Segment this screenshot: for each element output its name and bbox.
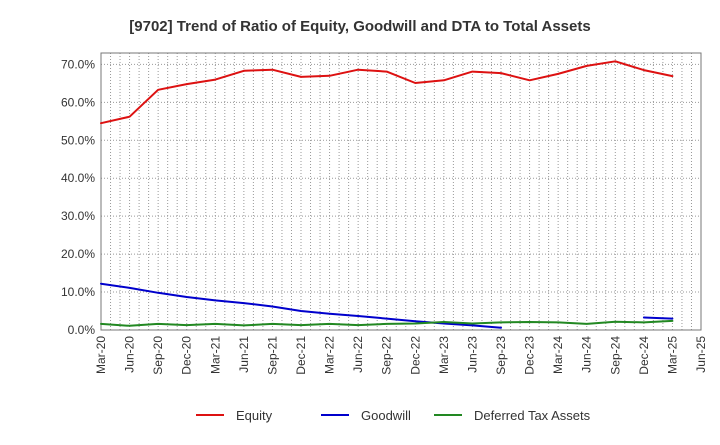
x-tick-label: Dec-22 [408, 336, 422, 375]
x-tick-label: Sep-21 [265, 336, 279, 375]
series-line-equity [100, 60, 674, 125]
x-tick-label: Dec-24 [637, 336, 651, 375]
x-tick-label: Mar-24 [551, 336, 565, 374]
y-tick-label: 70.0% [61, 57, 95, 71]
x-tick-label: Jun-23 [465, 336, 479, 373]
y-tick-label: 0.0% [68, 323, 96, 337]
x-tick-label: Mar-25 [665, 336, 679, 374]
grid-layer [101, 53, 701, 331]
legend-label: Equity [236, 408, 273, 423]
legend-item-deferred-tax-assets: Deferred Tax Assets [434, 408, 591, 423]
x-tick-label: Jun-21 [237, 336, 251, 373]
y-tick-label: 20.0% [61, 247, 95, 261]
legend-item-equity: Equity [196, 408, 273, 423]
x-tick-label: Dec-23 [523, 336, 537, 375]
chart-title: [9702] Trend of Ratio of Equity, Goodwil… [129, 18, 590, 35]
x-tick-label: Mar-22 [323, 336, 337, 374]
x-tick-label: Jun-22 [351, 336, 365, 373]
x-tick-label: Sep-24 [608, 336, 622, 375]
y-tick-label: 10.0% [61, 285, 95, 299]
x-tick-label: Sep-23 [494, 336, 508, 375]
legend: Equity Goodwill Deferred Tax Assets [196, 408, 591, 423]
x-tick-label: Mar-23 [437, 336, 451, 374]
series-layer [100, 60, 674, 329]
x-tick-label: Jun-20 [123, 336, 137, 373]
legend-label: Deferred Tax Assets [474, 408, 591, 423]
x-tick-label: Dec-21 [294, 336, 308, 375]
x-tick-label: Jun-24 [580, 336, 594, 373]
plot-frame [100, 52, 702, 331]
legend-item-goodwill: Goodwill [321, 408, 411, 423]
y-tick-label: 30.0% [61, 209, 95, 223]
x-tick-label: Mar-21 [208, 336, 222, 374]
y-tick-label: 40.0% [61, 171, 95, 185]
legend-label: Goodwill [361, 408, 411, 423]
y-tick-label: 60.0% [61, 95, 95, 109]
x-axis: Mar-20 Jun-20 Sep-20 Dec-20 Mar-21 Jun-21 Sep-… [94, 336, 708, 375]
series-line-deferred-tax-assets [100, 319, 674, 327]
x-tick-label: Jun-25 [694, 336, 708, 373]
x-tick-label: Dec-20 [180, 336, 194, 375]
series-line-goodwill [642, 316, 674, 320]
y-axis: 0.0% 10.0% 20.0% 30.0% 40.0% 50.0% 60.0% 70.0% [61, 57, 95, 337]
x-tick-label: Sep-22 [380, 336, 394, 375]
x-tick-label: Mar-20 [94, 336, 108, 374]
y-tick-label: 50.0% [61, 133, 95, 147]
x-tick-label: Sep-20 [151, 336, 165, 375]
